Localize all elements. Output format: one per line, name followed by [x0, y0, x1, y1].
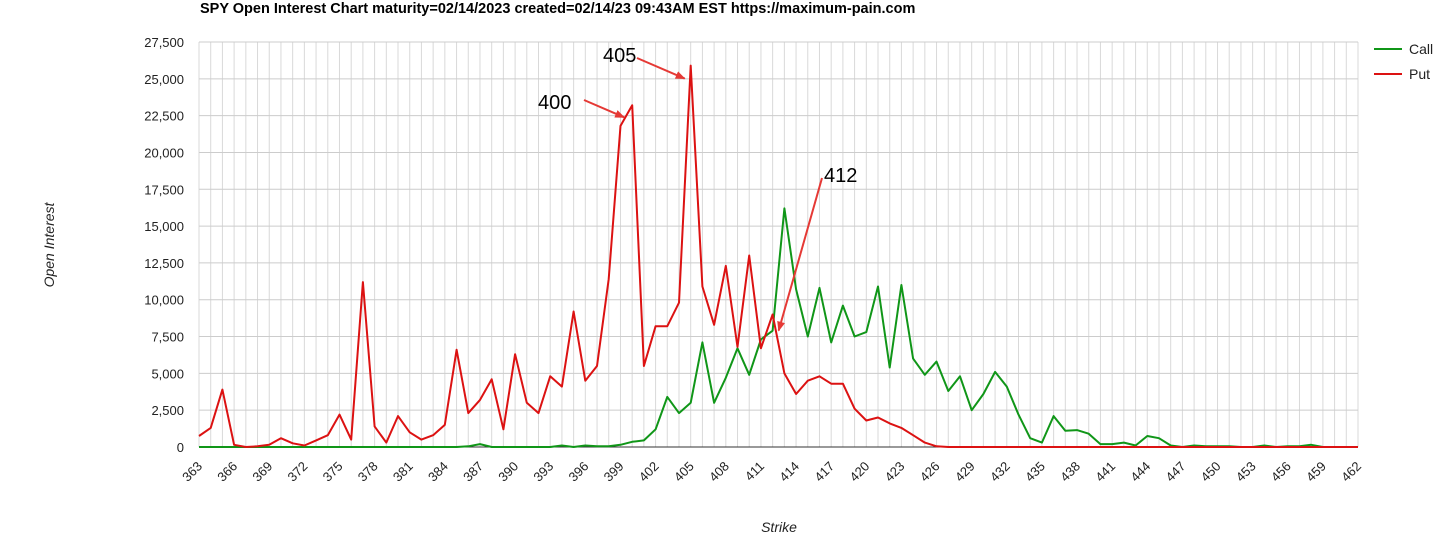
x-tick-label: 432 [987, 459, 1013, 485]
series [198, 64, 1358, 448]
x-axis-label: Strike [761, 519, 797, 535]
annotation-label-412: 412 [824, 165, 857, 187]
x-tick-label: 462 [1338, 459, 1364, 485]
x-tick-label: 417 [811, 459, 837, 485]
x-tick-label: 450 [1198, 459, 1224, 485]
x-tick-label: 381 [390, 459, 416, 485]
x-tick-label: 453 [1233, 459, 1259, 485]
legend-label-put[interactable]: Put [1409, 66, 1430, 82]
x-tick-label: 456 [1268, 459, 1294, 485]
annotation-label-405: 405 [603, 45, 636, 67]
x-tick-label: 366 [214, 459, 240, 485]
x-tick-label: 441 [1092, 459, 1118, 485]
y-tick-label: 15,000 [144, 219, 184, 234]
y-tick-label: 25,000 [144, 72, 184, 87]
x-tick-label: 423 [882, 459, 908, 485]
legend-label-call[interactable]: Call [1409, 41, 1433, 57]
series-line-put[interactable] [198, 64, 1358, 448]
x-tick-label: 390 [495, 459, 521, 485]
x-tick-label: 414 [776, 459, 802, 485]
y-tick-label: 7,500 [151, 330, 184, 345]
x-tick-label: 393 [530, 459, 556, 485]
x-tick-label: 387 [460, 459, 486, 485]
annotation-arrow-400 [583, 99, 626, 119]
y-tick-label: 10,000 [144, 293, 184, 308]
annotation-label-400: 400 [538, 92, 571, 114]
annotations: 405 400 412 [538, 45, 857, 332]
x-tick-label: 438 [1057, 459, 1083, 485]
x-tick-label: 459 [1303, 459, 1329, 485]
grid [198, 41, 1359, 448]
x-tick-label: 411 [742, 459, 767, 484]
y-axis-label: Open Interest [41, 201, 57, 287]
x-tick-label: 402 [636, 459, 662, 485]
y-tick-label: 5,000 [151, 366, 184, 381]
annotation-arrow-412 [777, 177, 823, 332]
axes: 0 2,500 5,000 7,500 10,000 12,500 15,000 17,500… [144, 35, 1364, 484]
y-tick-label: 27,500 [144, 35, 184, 50]
x-tick-label: 405 [671, 459, 697, 485]
y-tick-label: 12,500 [144, 256, 184, 271]
annotation-arrow-405 [636, 57, 686, 80]
x-tick-label: 426 [917, 459, 943, 485]
chart-title: SPY Open Interest Chart maturity=02/14/2… [200, 1, 916, 17]
x-tick-label: 420 [846, 459, 872, 485]
y-tick-label: 17,500 [144, 182, 184, 197]
legend[interactable]: Call Put [1374, 41, 1433, 82]
x-tick-label: 396 [566, 459, 592, 485]
x-tick-label: 399 [601, 459, 627, 485]
y-tick-label: 0 [177, 440, 184, 455]
x-tick-label: 408 [706, 459, 732, 485]
y-tick-label: 2,500 [151, 403, 184, 418]
series-line-call[interactable] [199, 207, 1358, 448]
x-tick-label: 435 [1022, 459, 1048, 485]
x-tick-label: 363 [179, 459, 205, 485]
x-tick-label: 429 [952, 459, 978, 485]
x-tick-label: 372 [285, 459, 311, 485]
x-tick-label: 447 [1163, 459, 1189, 485]
x-tick-label: 384 [425, 459, 451, 485]
x-tick-label: 375 [320, 459, 346, 485]
x-tick-label: 444 [1127, 459, 1153, 485]
y-tick-label: 22,500 [144, 109, 184, 124]
y-tick-label: 20,000 [144, 145, 184, 160]
x-tick-label: 369 [249, 459, 275, 485]
x-tick-label: 378 [355, 459, 381, 485]
